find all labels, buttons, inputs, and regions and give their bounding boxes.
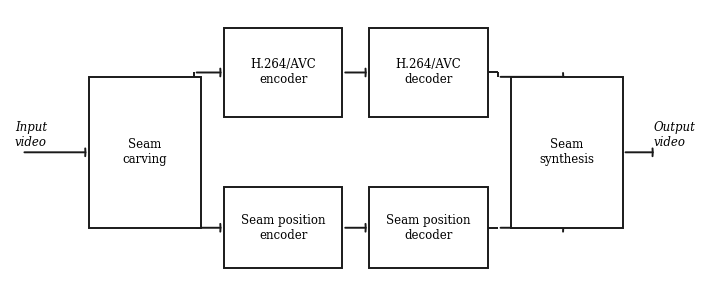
Text: H.264/AVC
decoder: H.264/AVC decoder: [395, 59, 461, 86]
Text: Output
video: Output video: [653, 121, 695, 149]
Text: Seam position
decoder: Seam position decoder: [386, 214, 471, 242]
FancyBboxPatch shape: [511, 77, 622, 228]
FancyBboxPatch shape: [89, 77, 200, 228]
FancyBboxPatch shape: [369, 187, 488, 268]
FancyBboxPatch shape: [224, 187, 343, 268]
FancyBboxPatch shape: [224, 28, 343, 117]
Text: Input
video: Input video: [15, 121, 47, 149]
Text: Seam position
encoder: Seam position encoder: [241, 214, 325, 242]
Text: Seam
synthesis: Seam synthesis: [540, 138, 594, 166]
Text: H.264/AVC
encoder: H.264/AVC encoder: [250, 59, 316, 86]
Text: Seam
carving: Seam carving: [123, 138, 168, 166]
FancyBboxPatch shape: [369, 28, 488, 117]
